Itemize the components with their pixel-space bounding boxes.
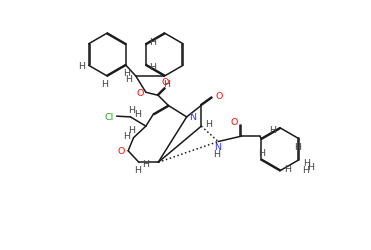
Text: Cl: Cl — [104, 112, 114, 121]
Text: H: H — [284, 164, 291, 173]
Text: H: H — [258, 148, 265, 157]
Text: H: H — [128, 126, 135, 135]
Text: O: O — [118, 147, 125, 156]
Text: H: H — [307, 162, 314, 171]
Text: N: N — [189, 112, 196, 121]
Text: H: H — [163, 79, 170, 88]
Text: H: H — [213, 149, 220, 158]
Text: H: H — [294, 142, 301, 151]
Text: H: H — [149, 62, 156, 71]
Text: H: H — [302, 165, 309, 174]
Text: H: H — [123, 68, 130, 78]
Text: H: H — [269, 126, 276, 135]
Text: H: H — [205, 120, 212, 129]
Text: O: O — [231, 118, 238, 126]
Text: H: H — [134, 165, 141, 174]
Text: H: H — [123, 131, 130, 140]
Text: H: H — [125, 74, 132, 84]
Text: O: O — [215, 92, 223, 100]
Text: N: N — [214, 143, 221, 152]
Text: H: H — [142, 160, 150, 169]
Text: H: H — [128, 106, 135, 115]
Text: O: O — [161, 78, 169, 87]
Text: H: H — [78, 62, 85, 70]
Text: H: H — [102, 79, 109, 88]
Text: H: H — [149, 38, 156, 47]
Text: H: H — [303, 158, 310, 167]
Text: H: H — [134, 110, 141, 119]
Text: O: O — [137, 88, 144, 97]
